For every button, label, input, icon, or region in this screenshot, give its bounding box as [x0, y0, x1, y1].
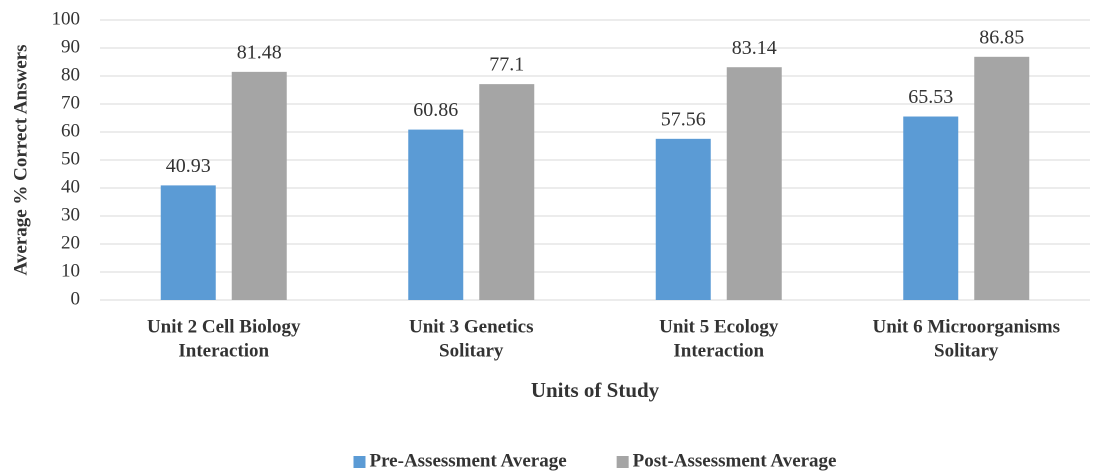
- y-tick-label: 20: [61, 232, 80, 253]
- bar: [231, 71, 287, 300]
- bar: [903, 116, 959, 301]
- y-tick-label: 30: [61, 204, 80, 225]
- x-tick-label: Solitary: [934, 340, 999, 361]
- bar: [479, 84, 535, 301]
- bar: [655, 138, 711, 300]
- x-tick-label: Unit 2 Cell Biology: [147, 316, 301, 337]
- x-tick-label: Unit 5 Ecology: [659, 316, 779, 337]
- data-label: 57.56: [661, 108, 706, 130]
- data-label: 77.1: [489, 54, 524, 76]
- y-tick-label: 40: [61, 176, 80, 197]
- data-label: 40.93: [166, 155, 211, 177]
- bar: [160, 185, 216, 300]
- legend-swatch: [353, 456, 366, 468]
- legend-label: Pre-Assessment Average: [369, 450, 566, 471]
- x-tick-label: Interaction: [673, 340, 764, 361]
- y-axis-title: Average % Correct Answers: [10, 45, 31, 276]
- x-tick-label: Unit 3 Genetics: [409, 316, 534, 337]
- legend-swatch: [616, 456, 629, 468]
- data-label: 86.85: [979, 26, 1024, 48]
- data-label: 60.86: [413, 99, 458, 121]
- y-tick-label: 10: [61, 260, 80, 281]
- legend-label: Post-Assessment Average: [633, 450, 837, 471]
- y-tick-label: 0: [71, 288, 81, 309]
- x-axis-title: Units of Study: [531, 378, 660, 402]
- y-tick-label: 90: [61, 36, 80, 57]
- x-tick-label: Unit 6 Microorganisms: [872, 316, 1060, 337]
- x-tick-label: Solitary: [439, 340, 504, 361]
- bar: [726, 67, 782, 300]
- data-label: 81.48: [237, 41, 282, 63]
- data-label: 83.14: [732, 37, 777, 59]
- y-tick-label: 60: [61, 120, 80, 141]
- bar: [974, 56, 1030, 300]
- y-tick-label: 70: [61, 92, 80, 113]
- y-tick-label: 80: [61, 64, 80, 85]
- y-tick-label: 100: [52, 8, 81, 29]
- bar: [408, 129, 464, 300]
- y-tick-label: 50: [61, 148, 80, 169]
- data-label: 65.53: [908, 86, 953, 108]
- x-tick-label: Interaction: [178, 340, 269, 361]
